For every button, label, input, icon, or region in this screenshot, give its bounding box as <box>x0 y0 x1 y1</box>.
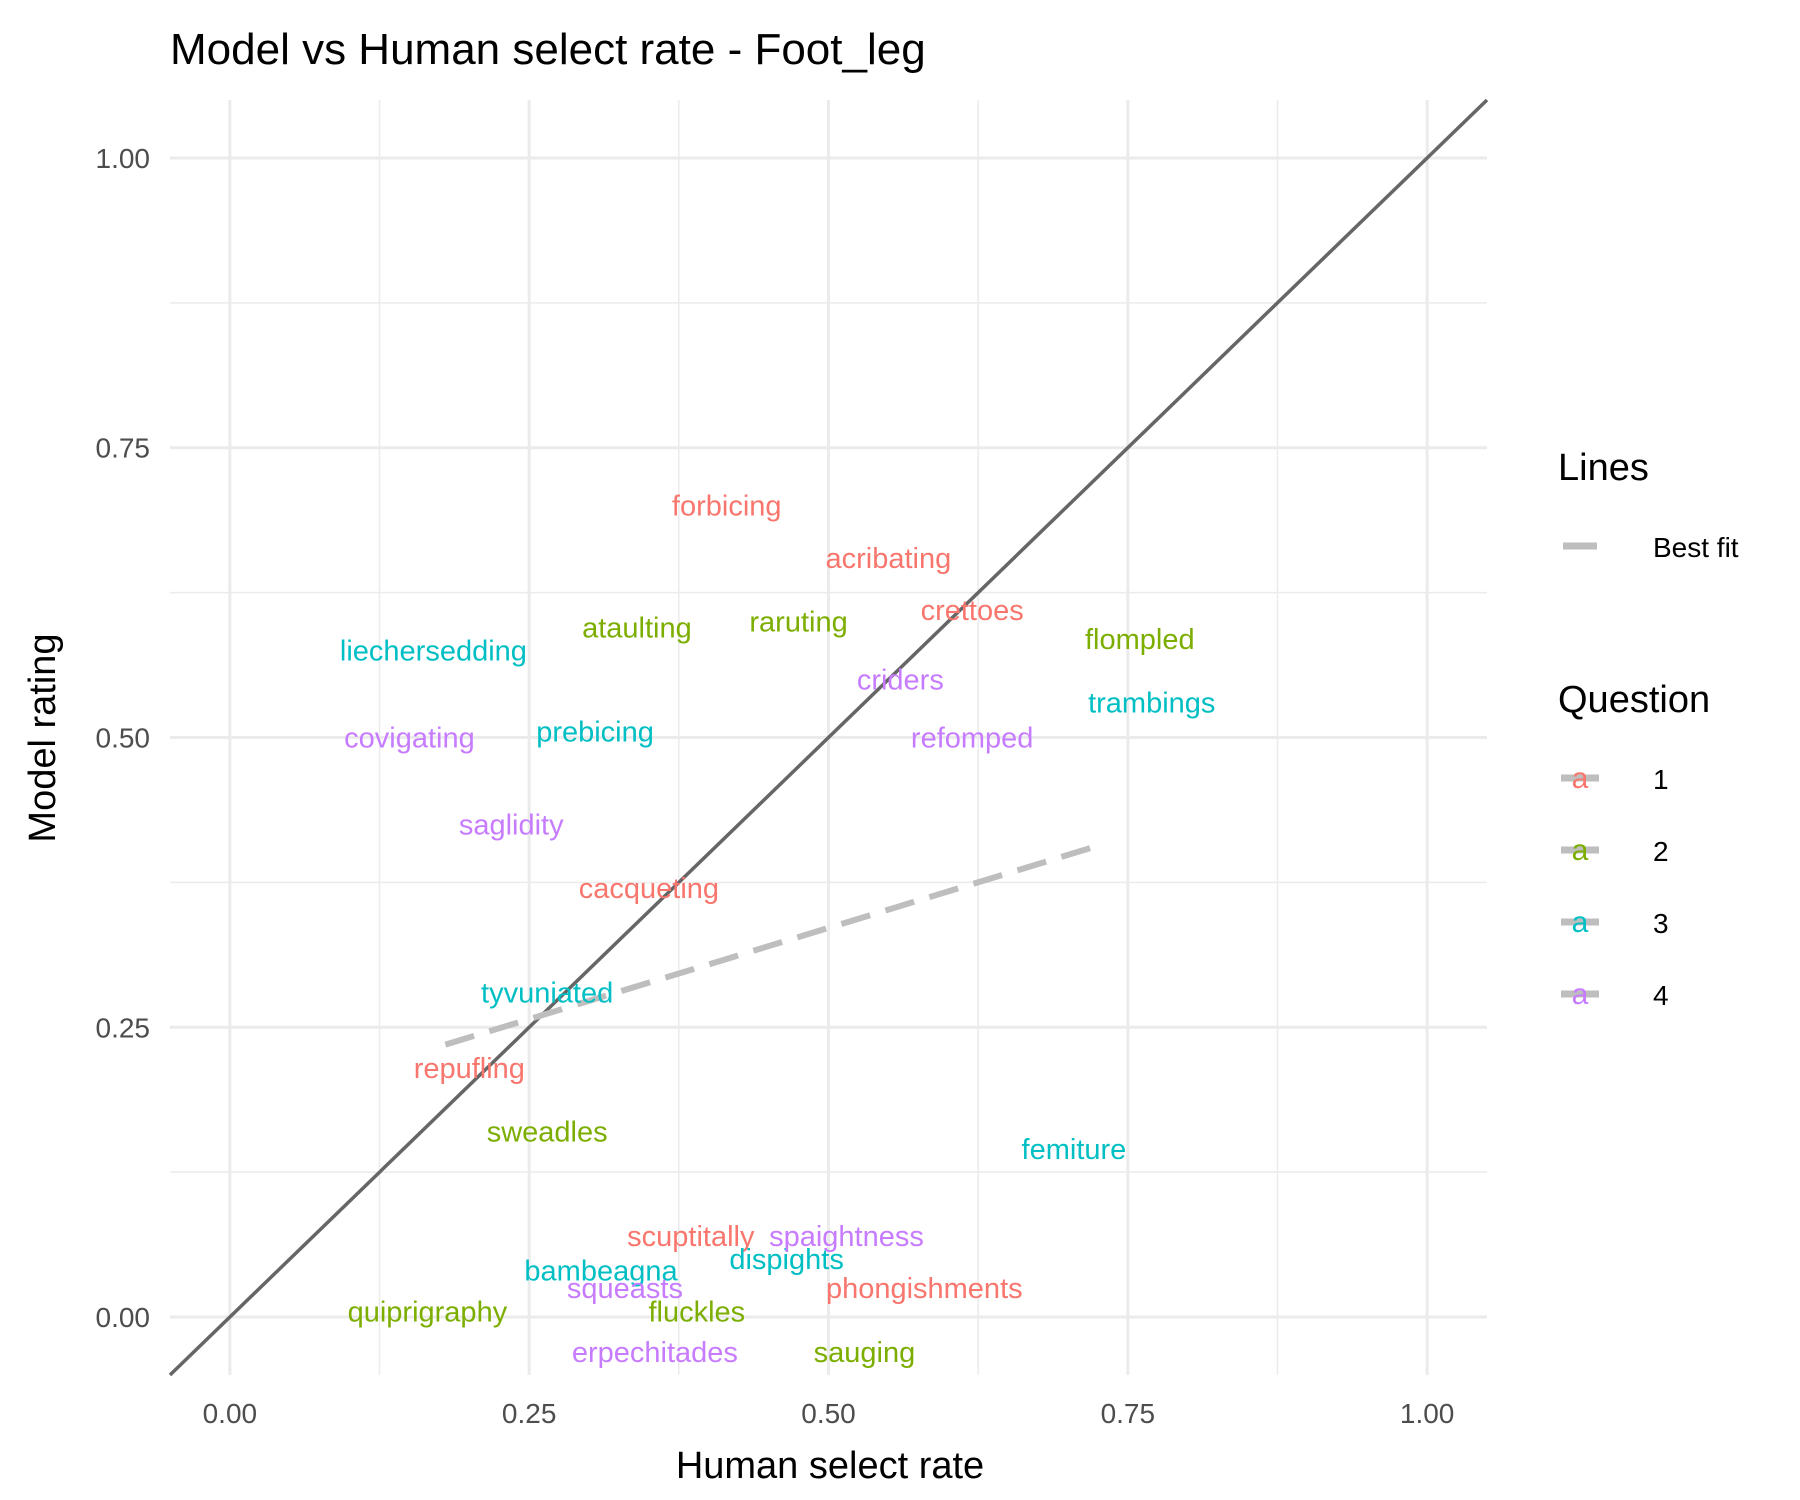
legend-question-key-letter: a <box>1572 906 1589 939</box>
reference-line <box>168 98 1489 1377</box>
word-label: crettoes <box>921 595 1024 627</box>
x-axis-title: Human select rate <box>676 1445 984 1487</box>
word-label: dispights <box>729 1244 843 1276</box>
word-label: ataulting <box>582 612 692 644</box>
x-tick-label: 0.75 <box>1101 1398 1156 1429</box>
y-tick-label: 0.25 <box>96 1012 151 1043</box>
word-label: squeasts <box>567 1273 683 1305</box>
word-label: criders <box>857 665 944 697</box>
word-label: acribating <box>825 543 951 575</box>
plot-panel: forbicing acribating crettoes cacqueting rep… <box>168 98 1489 1377</box>
y-tick-label: 0.50 <box>96 723 151 754</box>
word-label: quiprigraphy <box>348 1296 508 1328</box>
best-fit-line-group <box>444 844 1093 1048</box>
word-label: trambings <box>1088 688 1215 720</box>
word-label: phongishments <box>826 1273 1023 1305</box>
legend-question-key-letter: a <box>1572 834 1589 867</box>
x-tick-label: 0.25 <box>502 1398 557 1429</box>
legend: Lines Best fit Question a 1 a 2 a 3 a 4 <box>1558 447 1739 1011</box>
word-label: erpechitades <box>572 1337 738 1369</box>
legend-question-key-letter: a <box>1572 978 1589 1011</box>
word-label: flompled <box>1085 624 1195 656</box>
reference-line-group <box>168 98 1489 1377</box>
y-tick-label: 0.00 <box>96 1302 151 1333</box>
legend-question-label: 3 <box>1653 908 1669 939</box>
word-label: repufling <box>414 1053 525 1085</box>
x-tick-label: 0.50 <box>801 1398 856 1429</box>
word-label: spaightness <box>769 1221 924 1253</box>
word-label: fluckles <box>648 1296 745 1328</box>
word-label: saglidity <box>459 809 564 841</box>
best-fit-line <box>444 844 1093 1048</box>
word-label: liechersedding <box>340 636 527 668</box>
word-label: femiture <box>1022 1134 1127 1166</box>
y-tick-label: 1.00 <box>96 143 151 174</box>
word-label: refomped <box>911 723 1034 755</box>
word-label: tyvuniated <box>481 978 613 1010</box>
legend-question-key-letter: a <box>1572 762 1589 795</box>
word-label: sweadles <box>487 1117 608 1149</box>
legend-question-title: Question <box>1558 679 1710 721</box>
word-label: covigating <box>344 723 475 755</box>
y-axis-title: Model rating <box>22 633 64 842</box>
word-label: forbicing <box>672 491 782 523</box>
y-tick-label: 0.75 <box>96 433 151 464</box>
legend-question-keys: a 1 a 2 a 3 a 4 <box>1561 762 1669 1011</box>
x-tick-label: 0.00 <box>203 1398 258 1429</box>
legend-lines-title: Lines <box>1558 447 1649 489</box>
word-labels: forbicing acribating crettoes cacqueting rep… <box>340 491 1216 1369</box>
x-axis-ticks: 0.00 0.25 0.50 0.75 1.00 <box>203 1398 1455 1429</box>
chart-title: Model vs Human select rate - Foot_leg <box>170 25 926 74</box>
word-label: raruting <box>749 607 847 639</box>
legend-question-label: 4 <box>1653 980 1669 1011</box>
word-label: scuptitally <box>627 1221 755 1253</box>
word-label: prebicing <box>536 717 654 749</box>
y-axis-ticks: 0.00 0.25 0.50 0.75 1.00 <box>96 143 151 1333</box>
legend-best-fit-label: Best fit <box>1653 532 1739 563</box>
legend-question-label: 1 <box>1653 764 1669 795</box>
legend-question-label: 2 <box>1653 836 1669 867</box>
word-label: sauging <box>814 1337 916 1369</box>
x-tick-label: 1.00 <box>1400 1398 1455 1429</box>
word-label: bambeagna <box>524 1256 678 1288</box>
word-label: cacqueting <box>579 873 719 905</box>
